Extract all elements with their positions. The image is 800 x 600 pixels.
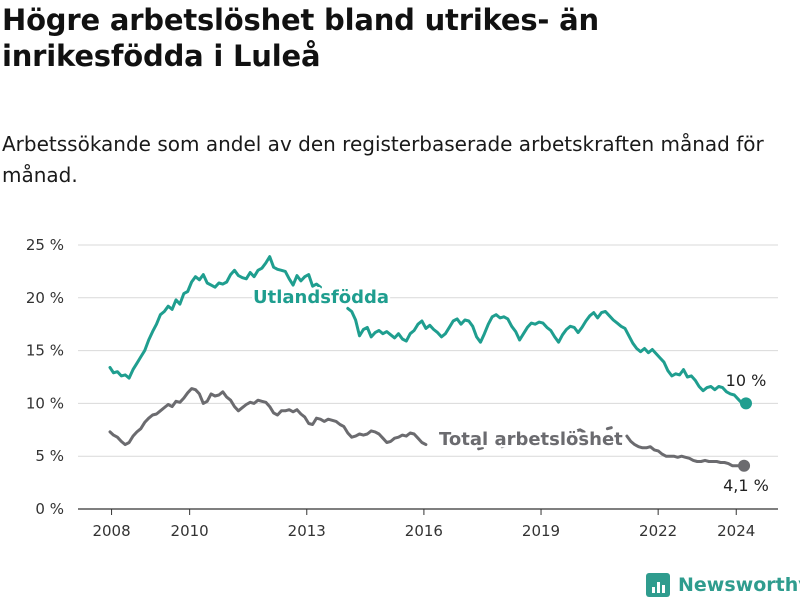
gridlines bbox=[78, 244, 778, 510]
y-tick-label: 0 % bbox=[35, 500, 64, 518]
x-tick-label: 2019 bbox=[522, 522, 560, 540]
x-axis-ticks: 2008 2010 2013 2016 2019 2022 2024 bbox=[92, 509, 755, 540]
y-tick-label: 10 % bbox=[26, 394, 64, 412]
x-tick-label: 2016 bbox=[405, 522, 443, 540]
x-tick-label: 2010 bbox=[171, 522, 209, 540]
bar-chart-icon bbox=[646, 573, 670, 597]
end-point-total bbox=[738, 459, 751, 472]
y-tick-label: 15 % bbox=[26, 342, 64, 360]
brand-name: Newsworthy bbox=[678, 574, 800, 596]
series-line-utlandsfodda bbox=[108, 255, 748, 405]
x-tick-label: 2024 bbox=[717, 522, 755, 540]
x-tick-label: 2013 bbox=[288, 522, 326, 540]
x-tick-label: 2022 bbox=[639, 522, 677, 540]
y-tick-label: 5 % bbox=[35, 447, 64, 465]
y-tick-label: 25 % bbox=[26, 236, 64, 254]
x-tick-label: 2008 bbox=[92, 522, 130, 540]
y-tick-label: 20 % bbox=[26, 289, 64, 307]
chart-subtitle: Arbetssökande som andel av den registerb… bbox=[2, 132, 764, 187]
series-line-total bbox=[108, 387, 746, 468]
series-label-total: Total arbetslöshet bbox=[439, 429, 623, 450]
series-label-utlandsfodda: Utlandsfödda bbox=[253, 287, 389, 308]
end-point-utlandsfodda bbox=[740, 397, 752, 410]
chart-title: Högre arbetslöshet bland utrikes- än inr… bbox=[2, 3, 599, 73]
end-value-utlandsfodda: 10 % bbox=[726, 371, 767, 390]
series-lines bbox=[108, 255, 752, 472]
series-labels: Utlandsfödda Total arbetslöshet 10 % 4,1 % bbox=[251, 285, 769, 496]
y-axis-ticks: 0 % 5 % 10 % 15 % 20 % 25 % bbox=[26, 236, 64, 518]
newsworthy-logo: Newsworthy bbox=[646, 570, 800, 600]
end-value-total: 4,1 % bbox=[723, 476, 769, 495]
